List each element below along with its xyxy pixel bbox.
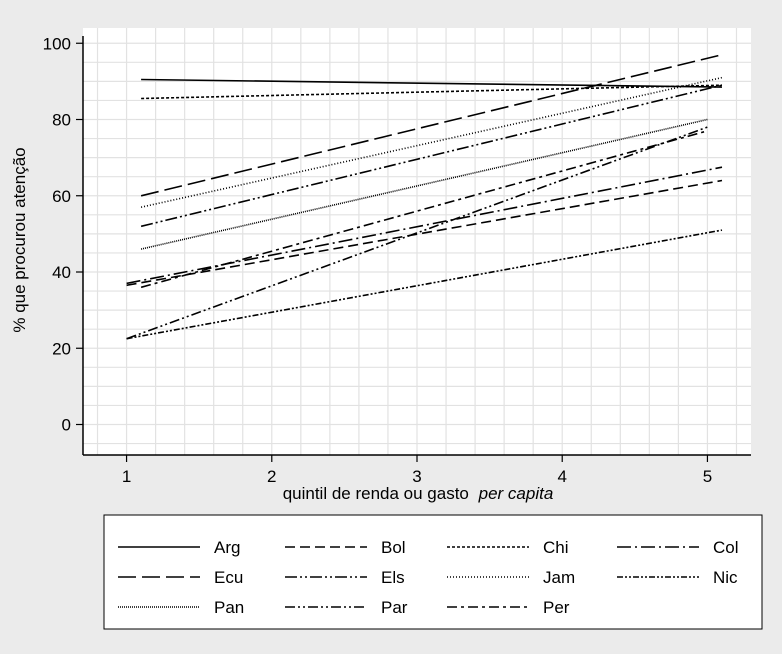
series-line-bol — [126, 179, 723, 287]
x-axis-label: quintil de renda ou gasto per capita — [283, 484, 554, 503]
series-line-per — [140, 130, 708, 289]
series-line-pan — [140, 118, 708, 250]
y-tick-label: 60 — [52, 187, 71, 206]
x-tick-label: 1 — [122, 467, 131, 486]
y-axis-ticks: 0 20 40 60 80 100 — [43, 34, 83, 435]
legend-label-per: Per — [543, 598, 570, 617]
x-axis-label-main: quintil de renda ou gasto — [283, 484, 469, 503]
legend-label-nic: Nic — [713, 568, 738, 587]
series-line-arg — [141, 78, 723, 88]
grid — [83, 28, 751, 455]
legend-label-bol: Bol — [381, 538, 406, 557]
series-line-chi — [141, 84, 723, 100]
y-tick-label: 80 — [52, 111, 71, 130]
series-line-ecu — [140, 53, 723, 197]
x-axis-label-italic: per capita — [478, 484, 554, 503]
x-tick-label: 2 — [267, 467, 276, 486]
legend-label-par: Par — [381, 598, 408, 617]
x-axis-ticks: 1 2 3 4 5 — [122, 455, 712, 486]
legend-label-arg: Arg — [214, 538, 240, 557]
legend-label-col: Col — [713, 538, 739, 557]
x-tick-label: 5 — [703, 467, 712, 486]
legend-label-els: Els — [381, 568, 405, 587]
legend-label-jam: Jam — [543, 568, 575, 587]
series-line-par — [126, 126, 708, 340]
legend-label-pan: Pan — [214, 598, 244, 617]
series-lines — [126, 53, 723, 340]
legend-box — [103, 514, 763, 630]
y-tick-label: 40 — [52, 263, 71, 282]
legend: Arg Bol Chi Col Ecu Els Jam Nic Pan Par Per — [118, 538, 739, 617]
series-line-jam — [140, 76, 723, 208]
x-tick-label: 4 — [557, 467, 566, 486]
y-tick-label: 100 — [43, 34, 71, 53]
x-tick-label: 3 — [412, 467, 421, 486]
y-tick-label: 20 — [52, 339, 71, 358]
legend-label-chi: Chi — [543, 538, 569, 557]
y-axis-label: % que procurou atenção — [10, 147, 29, 332]
legend-label-ecu: Ecu — [214, 568, 243, 587]
y-tick-label: 0 — [62, 416, 71, 435]
series-line-nic — [126, 229, 723, 340]
